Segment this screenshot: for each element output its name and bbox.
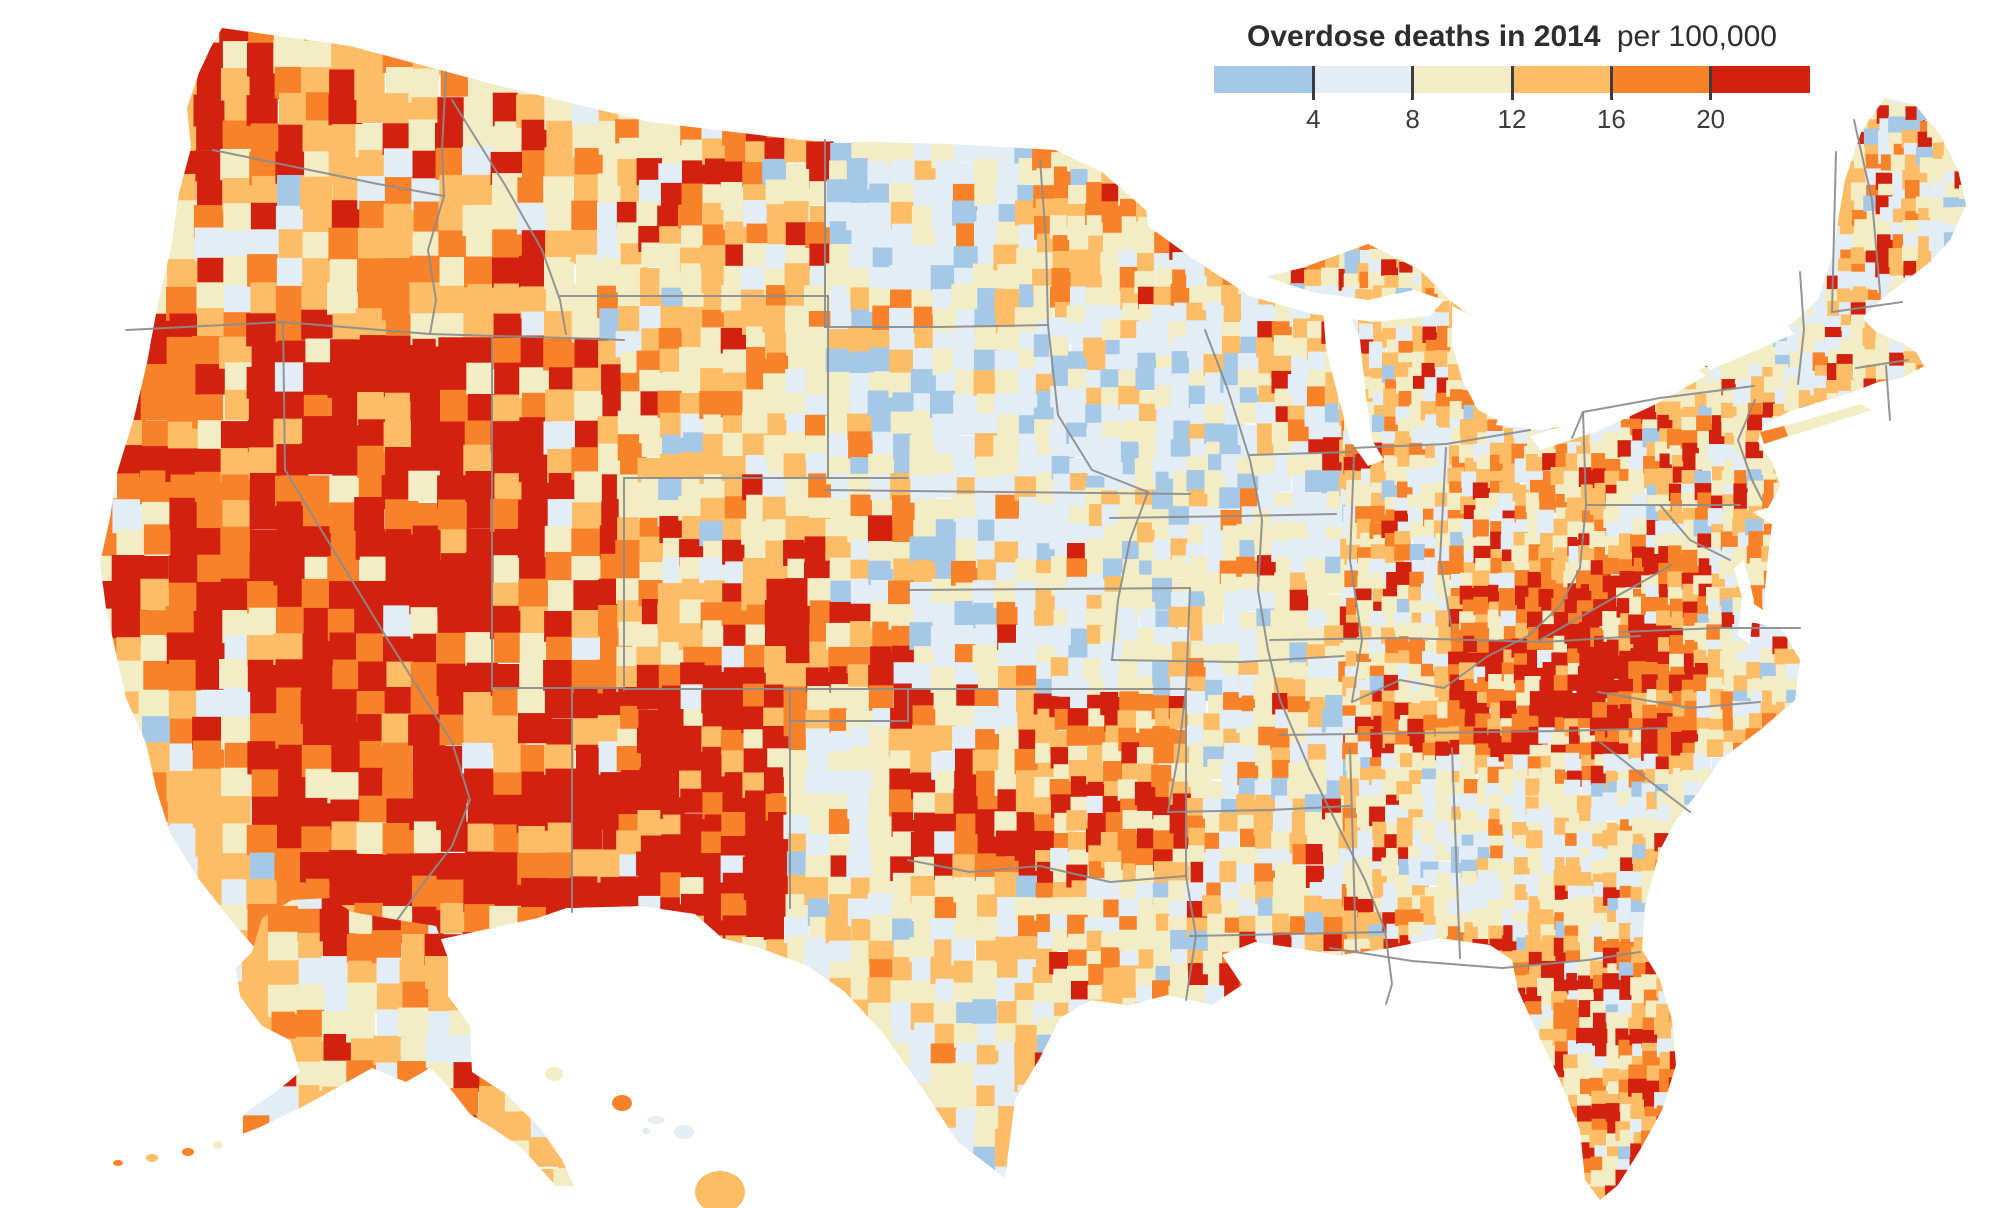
- legend-swatch: [1313, 66, 1413, 93]
- county-cells-lower48: [100, 28, 1966, 1200]
- legend-swatch: [1710, 66, 1810, 93]
- legend-title: Overdose deaths in 2014 per 100,000: [1214, 20, 1810, 53]
- long-island: [1760, 404, 1872, 444]
- legend-tick: [1510, 66, 1514, 100]
- legend-swatch: [1511, 66, 1612, 93]
- legend-tick-label: 4: [1306, 104, 1321, 134]
- legend-swatch: [1611, 66, 1711, 93]
- great-lakes-water: [1146, 208, 1794, 644]
- legend-tick-label: 16: [1596, 104, 1626, 134]
- legend-tick: [1411, 66, 1415, 100]
- legend-tick-label: 20: [1696, 104, 1726, 134]
- legend-color-scale: 4 8 12 16 20: [1214, 66, 1810, 132]
- alaska-inset: [226, 898, 574, 1186]
- legend-swatch: [1214, 66, 1314, 93]
- legend-title-unit: per 100,000: [1616, 20, 1777, 53]
- legend-title-bold: Overdose deaths in 2014: [1247, 20, 1601, 53]
- legend-tick-label: 8: [1405, 104, 1420, 134]
- hawaii-inset: [545, 1067, 745, 1208]
- legend-tick: [1709, 66, 1713, 100]
- legend-swatch: [1412, 66, 1512, 93]
- legend-tick: [1311, 66, 1315, 100]
- state-borders: [125, 71, 1909, 1005]
- legend: Overdose deaths in 2014 per 100,000 4 8 12…: [1214, 20, 1810, 132]
- aleutian-islands-inset: [113, 1141, 223, 1166]
- legend-tick: [1609, 66, 1613, 100]
- legend-tick-label: 12: [1497, 104, 1527, 134]
